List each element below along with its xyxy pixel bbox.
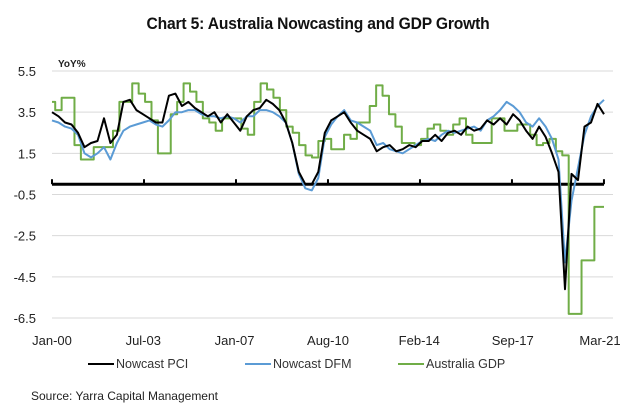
legend-label-australia-gdp: Australia GDP (426, 357, 506, 371)
x-axis (51, 179, 605, 186)
y-axis-unit-label: YoY% (58, 59, 86, 70)
y-axis-ticks: 5.5 3.5 1.5 -0.5 -2.5 -4.5 -6.5 (14, 64, 36, 326)
source-note: Source: Yarra Capital Management (31, 389, 218, 403)
x-tick-label: Jan-07 (215, 333, 255, 348)
y-tick-label: 1.5 (18, 146, 36, 161)
x-tick-label: Mar-21 (579, 333, 620, 348)
x-tick-label: Sep-17 (492, 333, 534, 348)
series-line-nowcast-dfm (51, 99, 605, 264)
legend: Nowcast PCI Nowcast DFM Australia GDP (0, 357, 636, 377)
x-tick-label: Feb-14 (399, 333, 440, 348)
legend-label-nowcast-dfm: Nowcast DFM (273, 357, 352, 371)
legend-swatch-australia-gdp (398, 363, 424, 365)
legend-label-nowcast-pci: Nowcast PCI (116, 357, 189, 371)
series-lines (51, 82, 605, 315)
legend-item-nowcast-dfm: Nowcast DFM (245, 357, 351, 371)
x-axis-tick-labels: Jan-00 Jul-03 Jan-07 Aug-10 Feb-14 Sep-17 Mar-… (32, 333, 620, 348)
legend-item-australia-gdp: Australia GDP (398, 357, 505, 371)
x-tick-label: Jan-00 (32, 333, 72, 348)
series-line-australia-gdp (52, 82, 604, 315)
y-tick-label: 5.5 (18, 64, 36, 79)
legend-item-nowcast-pci: Nowcast PCI (88, 357, 188, 371)
gridlines (52, 70, 613, 319)
legend-swatch-nowcast-pci (88, 363, 114, 365)
x-tick-label: Jul-03 (126, 333, 161, 348)
chart-title: Chart 5: Australia Nowcasting and GDP Gr… (146, 14, 490, 33)
y-tick-label: -2.5 (14, 229, 36, 244)
y-tick-label: -6.5 (14, 311, 36, 326)
y-tick-label: -0.5 (14, 188, 36, 203)
legend-swatch-nowcast-dfm (245, 363, 271, 365)
y-tick-label: 3.5 (18, 105, 36, 120)
y-tick-label: -4.5 (14, 270, 36, 285)
series-line-nowcast-pci (51, 92, 605, 291)
x-tick-label: Aug-10 (307, 333, 349, 348)
